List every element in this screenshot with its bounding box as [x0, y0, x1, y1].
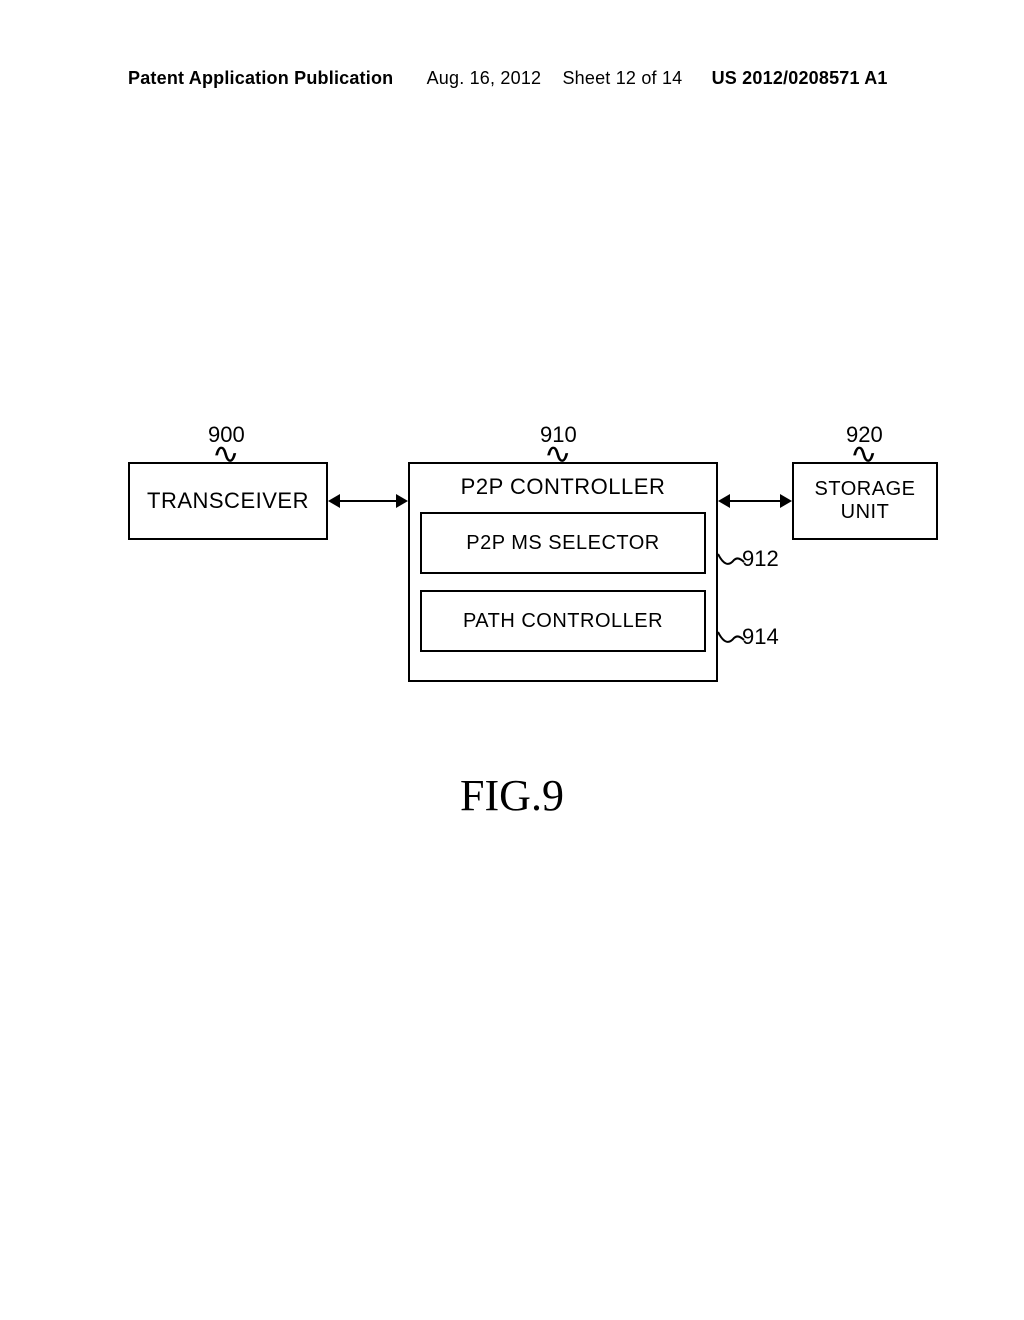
storage-label-line1: STORAGE [815, 478, 916, 500]
publication-number: US 2012/0208571 A1 [712, 68, 888, 88]
block-diagram: 900 ∿ 910 ∿ 920 ∿ TRANSCEIVER P2P CONTRO… [128, 430, 948, 700]
ref-912: 912 [742, 546, 779, 572]
transceiver-label: TRANSCEIVER [147, 488, 309, 514]
bidirectional-arrow-icon [718, 494, 792, 508]
publication-date: Aug. 16, 2012 [427, 68, 542, 88]
bidirectional-arrow-icon [328, 494, 408, 508]
publication-label: Patent Application Publication [128, 68, 393, 88]
page-header: Patent Application Publication Aug. 16, … [0, 68, 1024, 89]
path-controller-label: PATH CONTROLLER [463, 610, 663, 633]
storage-label-line2: UNIT [841, 501, 890, 523]
ref-914: 914 [742, 624, 779, 650]
block-storage-unit: STORAGE UNIT [792, 462, 938, 540]
figure-caption: FIG.9 [0, 770, 1024, 821]
block-p2p-controller: P2P CONTROLLER P2P MS SELECTOR PATH CONT… [408, 462, 718, 682]
block-path-controller: PATH CONTROLLER [420, 590, 706, 652]
sheet-number: Sheet 12 of 14 [562, 68, 682, 88]
block-transceiver: TRANSCEIVER [128, 462, 328, 540]
controller-title: P2P CONTROLLER [420, 474, 706, 500]
selector-label: P2P MS SELECTOR [466, 532, 660, 555]
block-p2p-ms-selector: P2P MS SELECTOR [420, 512, 706, 574]
